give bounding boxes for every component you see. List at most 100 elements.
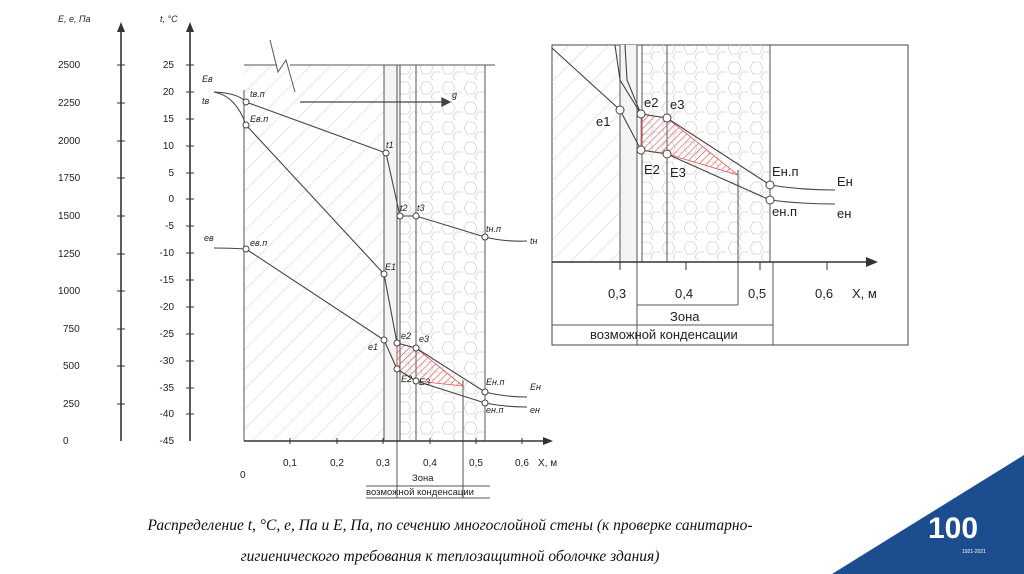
inset-point-e2 xyxy=(636,109,646,119)
e-tick: 1250 xyxy=(58,249,81,260)
e-tick: 250 xyxy=(63,399,80,410)
caption-line-1: Распределение t, °C, e, Па и E, Па, по с… xyxy=(147,517,753,534)
t-tick: 20 xyxy=(163,87,175,98)
inset-label-e-n: eн xyxy=(837,206,851,221)
e-tick: 2500 xyxy=(58,60,81,71)
label-t3: t3 xyxy=(417,203,425,213)
t-tick: -10 xyxy=(160,248,175,259)
label-t-n: tн xyxy=(530,236,538,246)
e-tick: 0 xyxy=(63,436,69,447)
label-t-vp: tв.п xyxy=(250,89,265,99)
point-t1 xyxy=(382,149,390,157)
t-tick: -45 xyxy=(160,436,175,447)
point-t3 xyxy=(412,212,420,220)
inset-label-E-n: Eн xyxy=(837,174,853,189)
point-e2 xyxy=(393,339,401,347)
label-e-n: eн xyxy=(530,405,540,415)
inset-saturation-curve xyxy=(614,44,836,191)
inset-zone-label-sub: возможной конденсации xyxy=(590,327,738,342)
inset-x-tick: 0,5 xyxy=(748,286,766,301)
x-tick: 0 xyxy=(240,470,246,481)
t-tick: -5 xyxy=(165,221,174,232)
t-tick: -20 xyxy=(160,302,175,313)
label-e-np: eн.п xyxy=(486,405,503,415)
t-tick: 25 xyxy=(163,60,175,71)
inset-wall-layer-1 xyxy=(552,45,620,262)
point-E1 xyxy=(380,270,388,278)
e-tick: 1000 xyxy=(58,286,81,297)
inset-label-E-np: Eн.п xyxy=(772,164,799,179)
point-t-np xyxy=(481,233,489,241)
t-tick: 10 xyxy=(163,141,175,152)
x-tick: 0,2 xyxy=(330,458,344,469)
inset-point-E3 xyxy=(662,149,672,159)
inset-label-E2: E2 xyxy=(644,162,660,177)
wall-layer-2 xyxy=(384,65,400,441)
x-axis-label: X, м xyxy=(538,458,557,469)
label-E1: E1 xyxy=(385,262,396,272)
point-E3 xyxy=(412,377,420,385)
inset-x-tick: 0,6 xyxy=(815,286,833,301)
label-e2: e2 xyxy=(401,331,411,341)
inset-label-e-np: eн.п xyxy=(772,204,797,219)
inset-label-e2: e2 xyxy=(644,95,658,110)
inset-label-e1: e1 xyxy=(596,114,610,129)
label-t-np: tн.п xyxy=(486,224,501,234)
point-e-vp xyxy=(242,245,250,253)
e-tick: 500 xyxy=(63,361,80,372)
inset-x-tick: 0,3 xyxy=(608,286,626,301)
zone-label-sub: возможной конденсации xyxy=(366,487,474,498)
t-tick: 5 xyxy=(168,168,174,179)
inset-point-e1 xyxy=(615,105,625,115)
x-tick: 0,1 xyxy=(283,458,297,469)
label-t-v: tв xyxy=(202,96,210,106)
inset-label-e3: e3 xyxy=(670,97,684,112)
x-tick: 0,5 xyxy=(469,458,483,469)
e-tick: 2000 xyxy=(58,136,81,147)
label-e1: e1 xyxy=(368,342,378,352)
label-E-vp: Eв.п xyxy=(250,114,268,124)
inset-point-E-np xyxy=(765,180,775,190)
label-e-vp: eв.п xyxy=(250,238,267,248)
logo-number: 100 xyxy=(928,512,978,545)
e-axis-title: E, e, Па xyxy=(58,14,91,24)
point-E2 xyxy=(393,365,401,373)
inset-point-e-np xyxy=(765,195,775,205)
inset-wall-layer-2 xyxy=(620,45,637,262)
x-tick: 0,4 xyxy=(423,458,437,469)
label-E3: E3 xyxy=(419,377,430,387)
point-t-vp xyxy=(242,98,250,106)
point-t2 xyxy=(396,212,404,220)
label-E2: E2 xyxy=(401,374,412,384)
main-chart: E, e, Па t, °C 2500 2250 2000 1750 1500 … xyxy=(58,14,557,499)
point-e-np xyxy=(481,399,489,407)
label-e3: e3 xyxy=(419,334,429,344)
t-tick: -35 xyxy=(160,383,175,394)
label-E-np: Eн.п xyxy=(486,377,504,387)
inset-upper-curve xyxy=(624,44,642,115)
label-E-v: Eв xyxy=(202,74,213,84)
e-tick: 1750 xyxy=(58,173,81,184)
inset-zone-label: Зона xyxy=(670,309,700,324)
wall-layer-insulation xyxy=(400,65,485,441)
label-t2: t2 xyxy=(400,203,408,213)
x-tick: 0,3 xyxy=(376,458,390,469)
t-tick: 0 xyxy=(168,194,174,205)
inset-x-tick: 0,4 xyxy=(675,286,693,301)
t-tick: -15 xyxy=(160,275,175,286)
point-e-vp-upper xyxy=(242,121,250,129)
zone-label: Зона xyxy=(412,473,434,484)
e-tick: 2250 xyxy=(58,98,81,109)
label-E-n: Eн xyxy=(530,382,541,392)
label-e-v: eв xyxy=(204,233,214,243)
logo-corner: 100 1921-2021 xyxy=(810,442,1024,574)
caption-line-2: гигиенического требования к теплозащитно… xyxy=(240,548,660,565)
label-t1: t1 xyxy=(386,140,394,150)
inset-x-axis-label: X, м xyxy=(852,286,877,301)
logo-years: 1921-2021 xyxy=(962,549,986,555)
e-tick: 750 xyxy=(63,324,80,335)
t-tick: 15 xyxy=(163,114,175,125)
label-g: g xyxy=(452,90,457,100)
point-E-np xyxy=(481,388,489,396)
